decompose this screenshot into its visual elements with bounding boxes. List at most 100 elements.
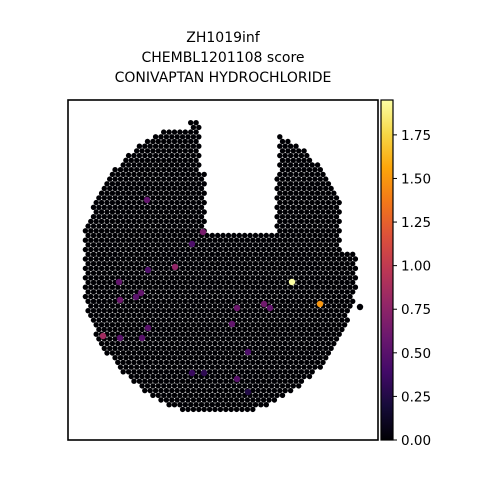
tissue-spot — [193, 373, 199, 380]
colorbar-frame — [380, 99, 394, 441]
tissue-spot — [139, 223, 145, 229]
tissue-spot — [242, 232, 248, 239]
tissue-spot — [333, 261, 340, 267]
tissue-spot — [304, 293, 310, 300]
tissue-spot — [231, 364, 237, 370]
tissue-spot — [155, 176, 161, 182]
tissue-spot — [107, 251, 113, 257]
tissue-spot — [128, 270, 134, 276]
tissue-spot — [196, 275, 202, 281]
tissue-spot — [350, 289, 356, 295]
tissue-spot — [233, 246, 240, 253]
tissue-spot — [101, 345, 108, 351]
tissue-spot — [142, 190, 148, 196]
tissue-spot — [323, 336, 329, 342]
tissue-spot — [233, 397, 240, 403]
tissue-spot — [339, 270, 345, 276]
tissue-spot — [247, 279, 253, 286]
tissue-spot — [223, 359, 229, 366]
tissue-spot — [258, 326, 264, 333]
tissue-spot — [182, 129, 188, 135]
tissue-spot — [301, 261, 307, 267]
data-point — [266, 304, 274, 312]
tissue-spot — [125, 237, 132, 243]
tissue-spot — [250, 265, 256, 272]
tissue-spot — [279, 242, 286, 248]
tissue-spot — [107, 195, 113, 201]
data-point — [244, 348, 252, 356]
tissue-spot — [128, 185, 134, 192]
tissue-spot — [285, 270, 291, 276]
tissue-spot — [190, 322, 197, 328]
tissue-spot — [158, 209, 164, 215]
tissue-spot — [109, 293, 116, 300]
tissue-spot — [109, 340, 116, 347]
tissue-spot — [98, 218, 105, 225]
tissue-spot — [252, 317, 259, 323]
tissue-spot — [279, 195, 286, 201]
tissue-spot — [293, 331, 299, 337]
tissue-spot — [109, 303, 116, 309]
tissue-spot — [279, 317, 286, 323]
tissue-spot — [263, 336, 269, 342]
tissue-spot — [179, 228, 186, 234]
tissue-spot — [123, 289, 129, 295]
tissue-spot — [293, 199, 299, 206]
tissue-spot — [274, 392, 280, 398]
tissue-spot — [223, 293, 229, 300]
tissue-spot — [328, 336, 334, 342]
tissue-spot — [306, 195, 313, 201]
tissue-spot — [147, 303, 153, 309]
tissue-spot — [158, 199, 164, 206]
tissue-spot — [101, 326, 108, 333]
tissue-spot — [293, 378, 299, 384]
tissue-spot — [206, 303, 213, 309]
tissue-spot — [296, 242, 302, 248]
tissue-spot — [247, 364, 253, 370]
tissue-spot — [158, 322, 164, 328]
tissue-spot — [298, 331, 305, 337]
tissue-spot — [231, 289, 237, 295]
tissue-spot — [250, 284, 256, 290]
tissue-spot — [139, 355, 145, 361]
tissue-spot — [128, 364, 134, 370]
tissue-spot — [274, 373, 280, 380]
tissue-spot — [336, 322, 342, 328]
tissue-spot — [98, 190, 105, 196]
tissue-spot — [117, 345, 124, 351]
tissue-spot — [260, 387, 267, 394]
tissue-spot — [196, 190, 202, 196]
tissue-spot — [331, 209, 337, 215]
tissue-spot — [163, 181, 170, 187]
tissue-spot — [163, 350, 170, 356]
tissue-spot — [285, 148, 291, 154]
colorbar-tick-label: 0.25 — [401, 389, 431, 405]
tissue-spot — [96, 242, 102, 248]
tissue-spot — [152, 209, 159, 215]
tissue-spot — [112, 232, 118, 239]
tissue-spot — [296, 336, 302, 342]
tissue-spot — [101, 242, 108, 248]
tissue-spot — [263, 392, 269, 398]
tissue-spot — [123, 223, 129, 229]
tissue-spot — [323, 176, 329, 182]
tissue-spot — [215, 270, 221, 276]
tissue-spot — [193, 214, 199, 220]
tissue-spot — [166, 223, 172, 229]
tissue-spot — [171, 345, 178, 351]
tissue-spot — [293, 228, 299, 234]
tissue-spot — [285, 204, 291, 210]
tissue-spot — [260, 340, 267, 347]
tissue-spot — [306, 279, 313, 286]
tissue-spot — [204, 326, 210, 333]
tissue-spot — [233, 387, 240, 394]
tissue-spot — [287, 350, 294, 356]
tissue-spot — [174, 152, 180, 159]
tissue-spot — [263, 383, 269, 389]
tissue-spot — [169, 303, 175, 309]
tissue-spot — [277, 265, 283, 272]
tissue-spot — [336, 275, 342, 281]
tissue-spot — [101, 317, 108, 323]
tissue-spot — [306, 251, 313, 257]
tissue-spot — [142, 359, 148, 366]
